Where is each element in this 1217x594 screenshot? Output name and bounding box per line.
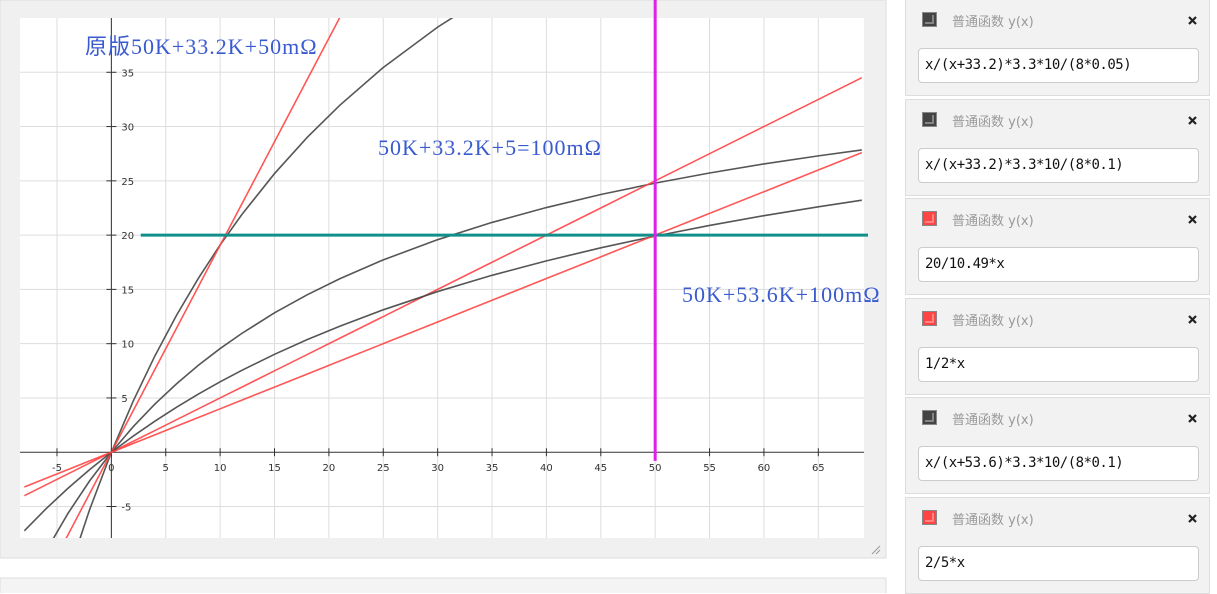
- x-tick-label: 35: [486, 463, 499, 474]
- function-label: 普通函数 y(x): [952, 214, 1034, 230]
- function-label: 普通函数 y(x): [952, 15, 1034, 30]
- function-panel: 普通函数 y(x) 2/5*x: [905, 497, 1210, 594]
- function-curve: [65, 18, 341, 538]
- formula-input[interactable]: 1/2*x: [918, 346, 1199, 382]
- function-curve: [52, 149, 862, 538]
- y-tick-label: 15: [121, 285, 134, 296]
- x-tick-label: 5: [163, 463, 169, 474]
- close-button[interactable]: [1188, 215, 1197, 224]
- color-swatch: [922, 510, 937, 525]
- x-tick-label: 10: [214, 463, 227, 474]
- function-panel: 普通函数 y(x) 1/2*x: [905, 297, 1210, 395]
- function-curve: [24, 151, 863, 488]
- x-tick-label: 60: [758, 463, 771, 474]
- x-tick-label: 25: [377, 463, 390, 474]
- function-curve: [79, 18, 454, 538]
- lower-panel: [0, 577, 887, 593]
- close-button[interactable]: [1188, 514, 1197, 523]
- formula-input[interactable]: 2/5*x: [918, 546, 1199, 581]
- color-swatch: [922, 111, 937, 127]
- x-tick-label: 65: [812, 463, 825, 474]
- x-tick-label: 55: [703, 463, 716, 474]
- y-tick-label: 30: [121, 123, 134, 134]
- annotation: 50K+53.6K+100mΩ: [682, 282, 881, 307]
- x-tick-label: 50: [649, 463, 662, 474]
- color-swatch: [922, 211, 937, 227]
- annotation: 原版50K+33.2K+50mΩ: [85, 34, 318, 59]
- formula-input[interactable]: 20/10.49*x: [918, 247, 1199, 283]
- close-button[interactable]: [1188, 115, 1197, 125]
- y-tick-label: 20: [121, 231, 134, 242]
- plot-area: [20, 18, 864, 538]
- function-panel: 普通函数 y(x) x/(x+33.2)*3.3*10/(8*0.05): [905, 0, 1210, 96]
- x-tick-label: 45: [594, 463, 607, 474]
- resize-handle: [871, 545, 881, 555]
- x-tick-label: 40: [540, 463, 553, 474]
- formula-input[interactable]: x/(x+33.2)*3.3*10/(8*0.05): [918, 48, 1199, 83]
- color-swatch: [922, 410, 937, 426]
- formula-input[interactable]: x/(x+33.2)*3.3*10/(8*0.1): [918, 147, 1199, 183]
- x-tick-label: 20: [323, 463, 336, 474]
- formula-input[interactable]: x/(x+53.6)*3.3*10/(8*0.1): [918, 446, 1199, 482]
- function-panel: 普通函数 y(x) x/(x+33.2)*3.3*10/(8*0.1): [905, 98, 1210, 196]
- x-tick-label: 0: [108, 463, 114, 474]
- function-panel: 普通函数 y(x) x/(x+53.6)*3.3*10/(8*0.1): [905, 397, 1210, 495]
- function-panel: 普通函数 y(x) 20/10.49*x: [905, 198, 1210, 296]
- plot-view: -5 0 5 10 15 20 25 30 35 40 45 50 55 60 65 -5 5 10 15 20 25 3…: [0, 0, 887, 593]
- x-tick-label: -5: [52, 463, 62, 474]
- x-tick-label: 30: [431, 463, 444, 474]
- color-swatch: [922, 12, 937, 27]
- y-tick-label: 25: [121, 177, 134, 188]
- function-label: 普通函数 y(x): [952, 513, 1034, 528]
- y-tick-label: 5: [121, 394, 127, 405]
- close-button[interactable]: [1188, 414, 1197, 424]
- x-tick-label: 15: [268, 463, 281, 474]
- close-button[interactable]: [1188, 16, 1197, 25]
- function-label: 普通函数 y(x): [952, 313, 1034, 329]
- annotation: 50K+33.2K+5=100mΩ: [378, 135, 602, 160]
- color-swatch: [922, 310, 937, 326]
- close-button[interactable]: [1188, 315, 1197, 324]
- y-tick-label: 10: [121, 340, 134, 351]
- y-tick-label: 35: [121, 68, 134, 79]
- y-tick-label: -5: [121, 503, 131, 514]
- function-label: 普通函数 y(x): [952, 413, 1034, 429]
- function-label: 普通函数 y(x): [952, 114, 1034, 130]
